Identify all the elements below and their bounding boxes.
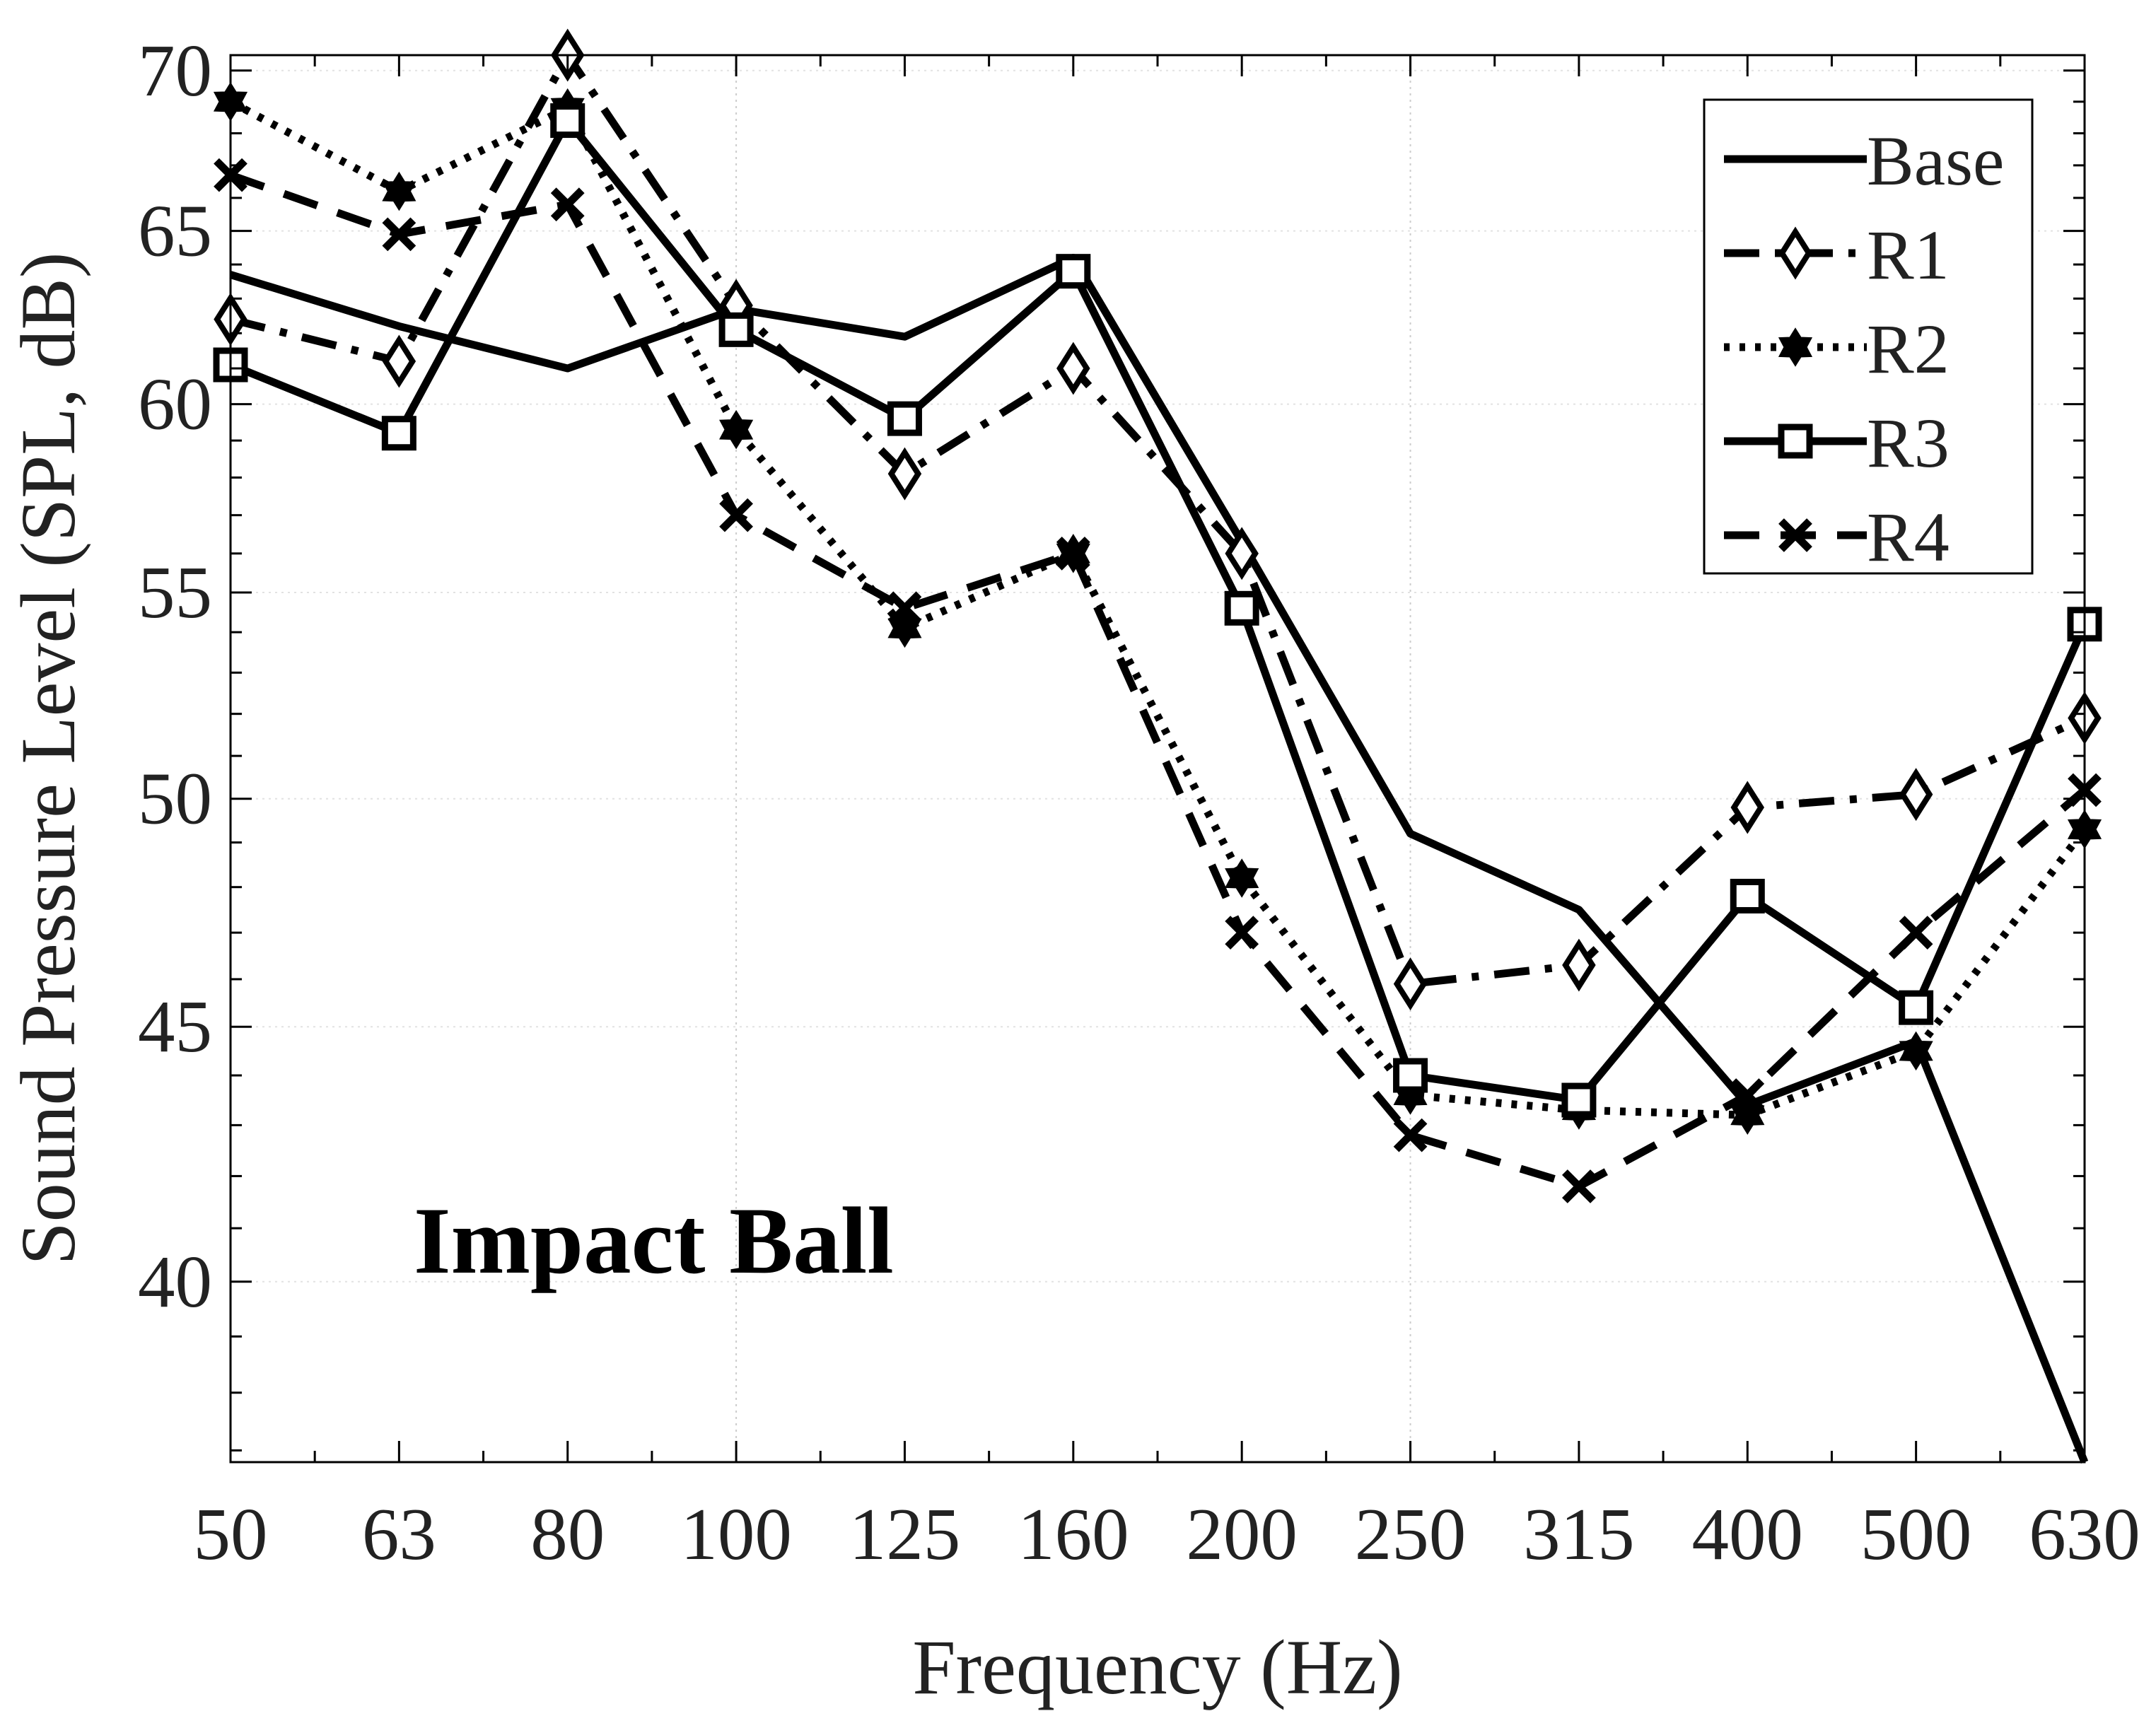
data-point-r1 — [887, 447, 922, 501]
data-point-r4 — [382, 217, 416, 252]
data-point-r4 — [1056, 536, 1090, 571]
data-point-r2 — [1225, 858, 1259, 898]
legend-label-r1: R1 — [1867, 216, 1950, 294]
y-axis-label: Sound Pressure Level (SPL, dB) — [5, 252, 91, 1266]
data-point-r4 — [1225, 916, 1259, 950]
y-tick-label: 45 — [138, 985, 212, 1068]
x-tick-label: 250 — [1355, 1493, 1467, 1575]
data-point-r4 — [1730, 1078, 1765, 1112]
data-point-r3 — [550, 103, 585, 139]
data-point-r2 — [719, 409, 754, 450]
x-tick-label: 80 — [530, 1493, 605, 1575]
data-point-r4 — [1899, 916, 1933, 950]
data-point-r1 — [1899, 768, 1933, 822]
legend-marker-r2 — [1778, 327, 1813, 367]
x-tick-label: 500 — [1860, 1493, 1972, 1575]
data-point-r3 — [381, 416, 416, 451]
series-base — [229, 254, 2089, 1464]
data-point-r1 — [1562, 938, 1596, 992]
x-tick-label: 50 — [194, 1493, 268, 1575]
data-point-r3 — [1224, 590, 1259, 626]
series-line-r1 — [229, 51, 2087, 988]
legend-label-r3: R3 — [1867, 404, 1950, 482]
y-tick-label: 55 — [138, 551, 212, 633]
data-point-r3 — [1899, 990, 1934, 1025]
series-line-r2 — [228, 98, 2088, 1119]
data-point-r4 — [887, 591, 922, 626]
y-tick-label: 70 — [138, 29, 212, 112]
data-point-r2 — [382, 171, 416, 211]
data-point-r3 — [887, 401, 922, 436]
data-point-r1 — [1056, 341, 1090, 395]
x-tick-label: 160 — [1018, 1493, 1129, 1575]
data-point-r2 — [1899, 1031, 1933, 1071]
x-tick-label: 630 — [2029, 1493, 2140, 1575]
series-r3 — [213, 103, 2102, 1118]
x-tick-label: 200 — [1186, 1493, 1298, 1575]
legend: Base R1 R2 R3 R4 — [1703, 98, 2034, 576]
annotation-impact-ball: Impact Ball — [414, 1189, 894, 1294]
legend-label-base: Base — [1867, 122, 2004, 200]
data-point-r3 — [1393, 1058, 1428, 1093]
data-point-r3 — [718, 312, 754, 347]
data-point-r1 — [382, 334, 416, 388]
grid — [231, 55, 2085, 1462]
x-tick-label: 315 — [1523, 1493, 1635, 1575]
x-tick-label: 100 — [680, 1493, 792, 1575]
data-point-r4 — [1562, 1169, 1596, 1203]
x-tick-label: 400 — [1692, 1493, 1804, 1575]
x-tick-label: 63 — [362, 1493, 436, 1575]
x-axis-label: Frequency (Hz) — [912, 1624, 1402, 1710]
y-tick-label: 40 — [138, 1240, 212, 1323]
data-point-r1 — [1730, 781, 1765, 834]
legend-label-r2: R2 — [1867, 310, 1950, 388]
series-r1 — [214, 28, 2102, 1011]
data-point-r3 — [1056, 254, 1091, 289]
data-point-r4 — [550, 187, 585, 222]
y-tick-label: 65 — [138, 189, 212, 272]
legend-marker-r3 — [1778, 424, 1813, 459]
series-r4 — [214, 158, 2102, 1203]
data-point-r3 — [1730, 878, 1765, 913]
data-point-r1 — [1393, 957, 1428, 1011]
data-point-r3 — [1561, 1082, 1597, 1118]
axis-ticks: 50 63 80 100 125 160 200 250 315 400 500 630 40 45 50 5… — [138, 29, 2140, 1575]
series-group — [213, 28, 2102, 1464]
data-point-r4 — [1393, 1118, 1428, 1152]
series-line-base — [229, 254, 2089, 1464]
x-tick-label: 125 — [849, 1493, 961, 1575]
legend-box — [1703, 98, 2034, 575]
legend-marker-r4 — [1778, 518, 1812, 552]
legend-marker-r1 — [1778, 226, 1812, 280]
series-line-r3 — [228, 117, 2089, 1104]
series-line-r4 — [229, 171, 2087, 1191]
data-point-r4 — [719, 498, 753, 532]
data-point-r1 — [1225, 527, 1259, 580]
y-tick-label: 50 — [138, 757, 212, 840]
y-tick-label: 60 — [138, 363, 212, 445]
legend-label-r4: R4 — [1867, 498, 1950, 576]
